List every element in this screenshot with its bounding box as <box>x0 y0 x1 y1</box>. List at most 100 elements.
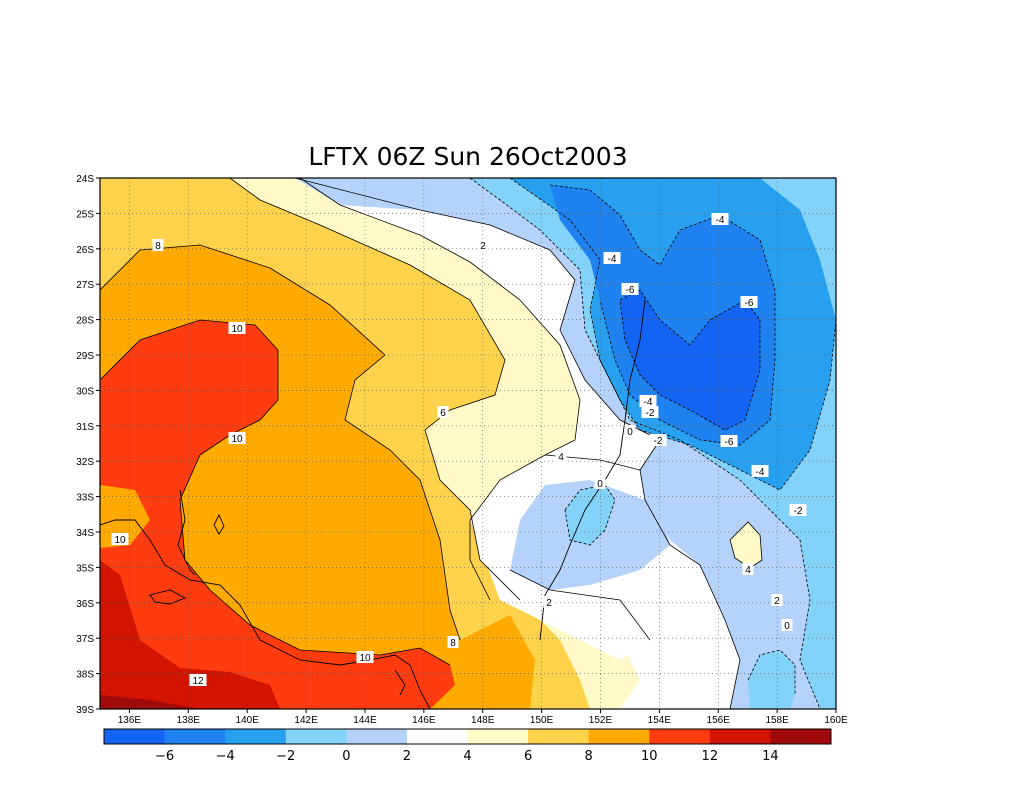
svg-text:10: 10 <box>114 535 126 546</box>
contour-label: -6 <box>621 283 639 296</box>
svg-text:-2: -2 <box>794 506 803 517</box>
colorbar-swatch <box>164 729 226 744</box>
svg-text:8: 8 <box>155 241 161 252</box>
contour-label: -6 <box>740 296 758 309</box>
colorbar-swatch <box>709 729 771 744</box>
y-tick-label: 33S <box>76 493 94 504</box>
contour-labels: 28101010121068402-4-6-4-20-2-6-6-4-2-442… <box>111 213 807 687</box>
contour-label: 10 <box>356 651 374 664</box>
y-tick-label: 24S <box>76 174 94 185</box>
x-tick-label: 146E <box>412 715 436 726</box>
band-below-neg6 <box>620 290 760 430</box>
colorbar-swatch <box>346 729 408 744</box>
colorbar-label: 8 <box>585 749 593 764</box>
y-tick-label: 32S <box>76 457 94 468</box>
band-12-14 <box>100 560 280 709</box>
contour-label: 4 <box>555 450 567 463</box>
colorbar-label: 2 <box>403 749 411 764</box>
contour-label: 10 <box>228 432 246 445</box>
contour-label: -4 <box>711 213 729 226</box>
svg-text:6: 6 <box>440 408 446 419</box>
y-tick-label: 37S <box>76 634 94 645</box>
colorbar-swatch <box>770 729 832 744</box>
band-14-16 <box>100 695 200 709</box>
x-tick-label: 148E <box>471 715 495 726</box>
contour-label: 2 <box>477 239 489 252</box>
colorbar-swatch <box>649 729 711 744</box>
contour-label: 10 <box>228 322 246 335</box>
svg-text:-4: -4 <box>644 397 653 408</box>
contour-label: -4 <box>639 395 657 408</box>
colorbar: −6 −4 −2 0 2 4 6 8 10 12 14 <box>103 728 832 764</box>
colorbar-label: 14 <box>762 749 779 764</box>
contour-label: 0 <box>624 425 636 438</box>
svg-text:-4: -4 <box>716 215 725 226</box>
y-tick-label: 31S <box>76 422 94 433</box>
contour-label: 8 <box>447 636 459 649</box>
y-tick-label: 38S <box>76 670 94 681</box>
contour-label: -4 <box>751 465 769 478</box>
colorbar-label: −6 <box>155 749 174 764</box>
svg-text:-6: -6 <box>725 437 734 448</box>
band-4-6-southeast-pocket <box>730 522 762 568</box>
x-tick-label: 150E <box>530 715 554 726</box>
colorbar-label: 0 <box>342 749 350 764</box>
svg-text:2: 2 <box>774 596 780 607</box>
y-tick-label: 29S <box>76 351 94 362</box>
contour-label: 8 <box>152 239 164 252</box>
y-tick-label: 39S <box>76 705 94 716</box>
contour-label: 2 <box>771 594 783 607</box>
contour-label: 4 <box>742 563 754 576</box>
x-tick-label: 154E <box>648 715 672 726</box>
svg-text:0: 0 <box>627 427 633 438</box>
x-tick-label: 152E <box>589 715 613 726</box>
x-axis-ticks: 136E 138E 140E 142E 144E 146E 148E 150E 152E 154E… <box>118 709 848 726</box>
contour-label: 2 <box>543 596 555 609</box>
band-neg2-0-southeast-pocket <box>748 650 795 709</box>
colorbar-label: 4 <box>463 749 471 764</box>
contour-label: 0 <box>781 619 793 632</box>
map-border <box>99 177 837 710</box>
colorbar-label: 12 <box>702 749 719 764</box>
x-tick-label: 144E <box>353 715 377 726</box>
svg-text:-4: -4 <box>756 467 765 478</box>
x-tick-label: 160E <box>824 715 848 726</box>
contour-label: 6 <box>437 406 449 419</box>
x-tick-label: 140E <box>236 715 260 726</box>
contour-label: -2 <box>649 434 667 447</box>
contour-label: 10 <box>111 533 129 546</box>
x-tick-label: 136E <box>118 715 142 726</box>
svg-text:4: 4 <box>745 565 751 576</box>
y-axis-ticks: 24S 25S 26S 27S 28S 29S 30S 31S 32S 33S 34S 35S 36S 3… <box>76 174 100 716</box>
band-neg2-0-south-pocket <box>565 485 615 545</box>
y-tick-label: 26S <box>76 245 94 256</box>
y-tick-label: 30S <box>76 386 94 397</box>
contour-lines <box>100 178 836 709</box>
map-title: LFTX 06Z Sun 26Oct2003 <box>308 142 627 171</box>
svg-text:8: 8 <box>450 638 456 649</box>
y-tick-label: 36S <box>76 599 94 610</box>
colorbar-swatch <box>406 729 468 744</box>
contour-label: -6 <box>720 435 738 448</box>
colorbar-label: −4 <box>216 749 235 764</box>
contour-label: -4 <box>603 252 621 265</box>
colorbar-border <box>103 728 832 745</box>
colorbar-swatch <box>225 729 287 744</box>
svg-text:-6: -6 <box>745 298 754 309</box>
contour-label: 0 <box>594 477 606 490</box>
x-tick-label: 156E <box>707 715 731 726</box>
colorbar-label: −2 <box>276 749 295 764</box>
map-panel <box>100 178 836 709</box>
colorbar-swatch <box>528 729 590 744</box>
y-tick-label: 35S <box>76 563 94 574</box>
y-tick-label: 25S <box>76 209 94 220</box>
y-tick-label: 34S <box>76 528 94 539</box>
svg-text:10: 10 <box>359 653 371 664</box>
svg-text:10: 10 <box>231 324 243 335</box>
svg-text:0: 0 <box>784 621 790 632</box>
svg-text:4: 4 <box>558 452 564 463</box>
svg-text:10: 10 <box>231 434 243 445</box>
x-tick-label: 158E <box>765 715 789 726</box>
contour-label: -2 <box>789 504 807 517</box>
